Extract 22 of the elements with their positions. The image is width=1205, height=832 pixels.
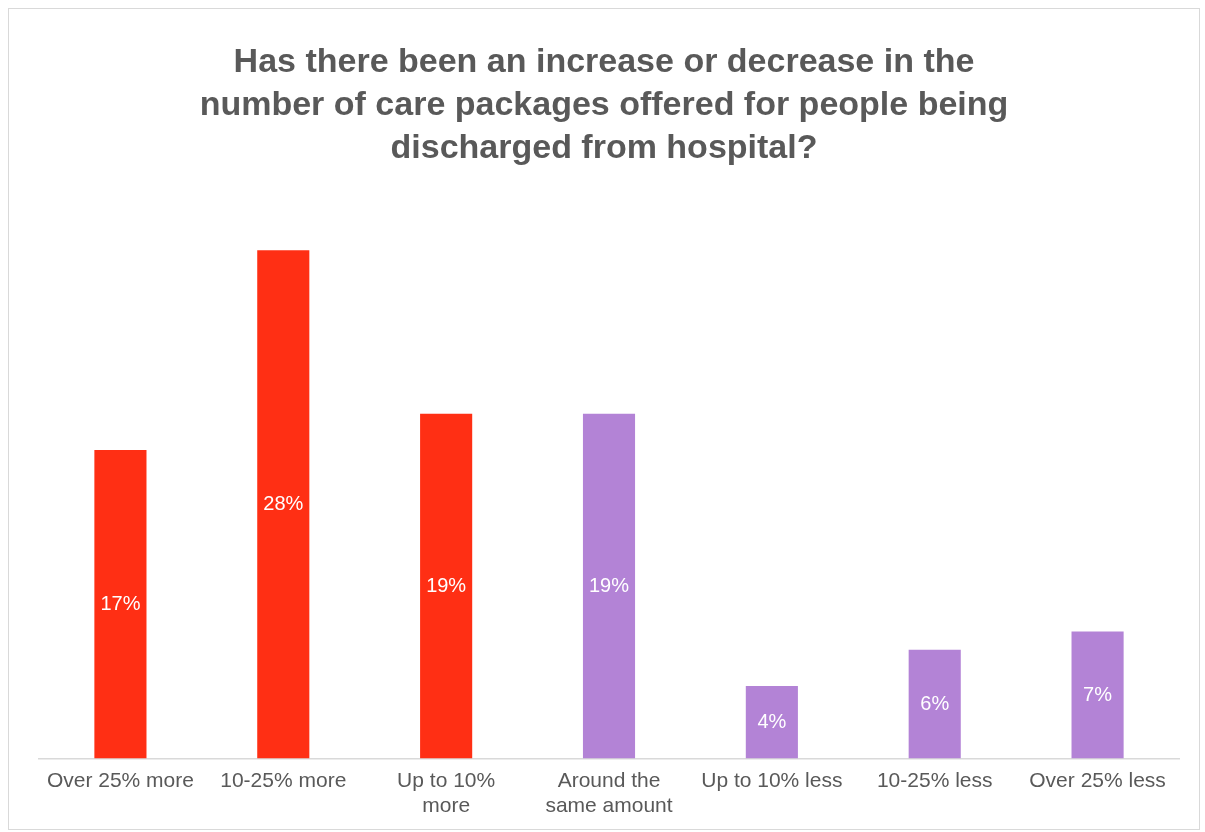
bar [745, 685, 798, 759]
x-tick-label: Over 25% less [1029, 768, 1166, 791]
x-tick-label: Up to 10% less [701, 768, 843, 791]
data-label: 4% [757, 709, 787, 732]
bar [94, 449, 147, 759]
x-tick-label: 10-25% less [876, 768, 993, 791]
data-label: 28% [263, 491, 304, 514]
data-label: 19% [426, 573, 467, 596]
bar [257, 250, 310, 759]
x-tick-label: Up to 10% more [397, 768, 496, 817]
x-tick-label: 10-25% more [220, 768, 347, 791]
x-tick-label: Over 25% more [46, 768, 194, 791]
x-tick-label: Around the same amount [545, 768, 673, 817]
bar [420, 413, 473, 759]
bar [582, 413, 636, 759]
bar [1071, 631, 1124, 759]
bar [908, 649, 961, 759]
data-label: 19% [588, 573, 630, 596]
data-label: 7% [1083, 682, 1113, 705]
data-label: 17% [100, 591, 141, 614]
chart-title: Has there been an increase or decrease in the number of care packages offered for people being discharged from hospital? [198, 40, 1010, 167]
data-label: 6% [920, 691, 950, 714]
